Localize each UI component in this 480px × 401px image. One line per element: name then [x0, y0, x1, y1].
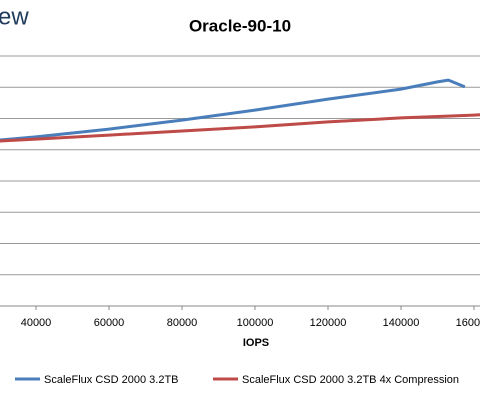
chart-title: Oracle-90-10 — [189, 16, 291, 35]
x-axis-title: IOPS — [243, 337, 269, 349]
x-tick-label: 40000 — [21, 317, 52, 329]
watermark: ew — [0, 3, 29, 30]
legend-label: ScaleFlux CSD 2000 3.2TB 4x Compression — [242, 374, 459, 386]
x-tick-label: 80000 — [167, 317, 198, 329]
legend-label: ScaleFlux CSD 2000 3.2TB — [44, 374, 179, 386]
x-tick-label: 120000 — [310, 317, 347, 329]
x-tick-label: 60000 — [94, 317, 125, 329]
x-tick-label: 140000 — [383, 317, 420, 329]
series-line — [0, 113, 480, 143]
x-tick-label: 100000 — [237, 317, 274, 329]
series-line — [0, 78, 466, 142]
x-tick-label: 160000 — [456, 317, 480, 329]
